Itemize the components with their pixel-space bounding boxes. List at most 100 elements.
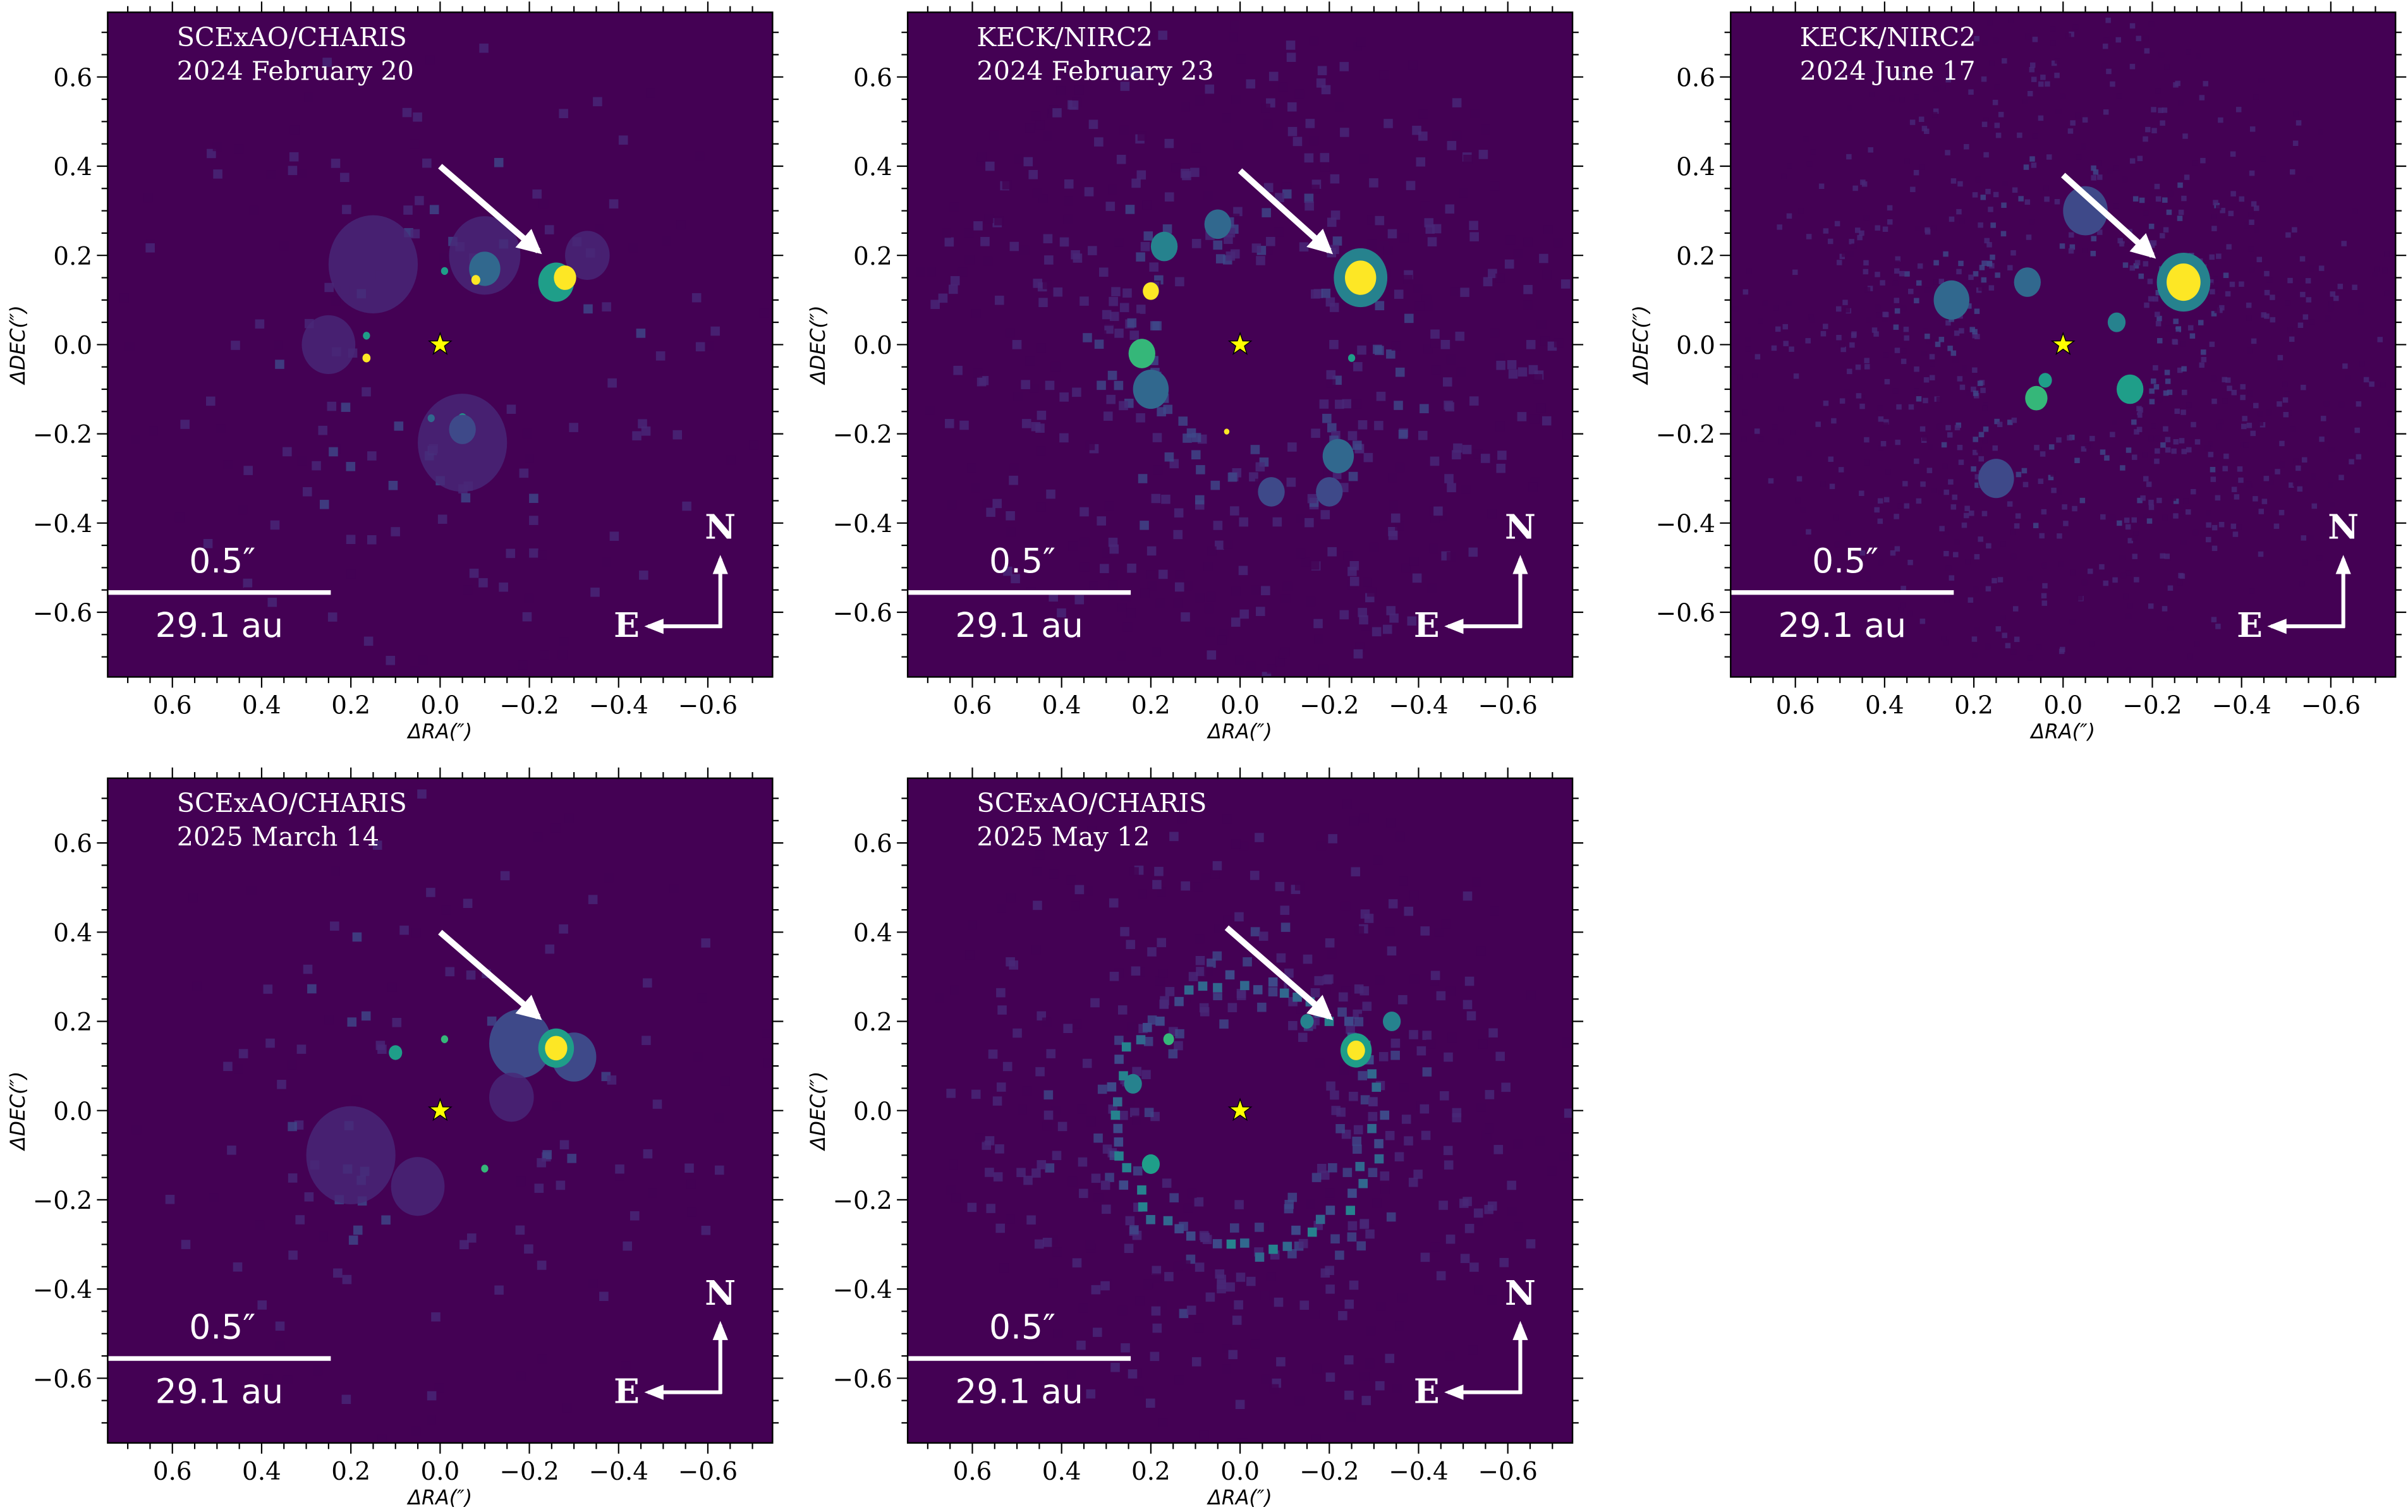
speckle-pixel <box>1286 40 1296 50</box>
speckle-pixel <box>1364 914 1374 923</box>
speckle-pixel <box>1383 246 1393 256</box>
y-axis-label: ΔDEC(″) <box>7 1072 30 1151</box>
speckle-pixel <box>1284 1204 1294 1214</box>
speckle-pixel <box>1230 20 1239 30</box>
speckle-pixel <box>1069 100 1079 110</box>
speckle-pixel <box>479 43 489 53</box>
speckle-pixel <box>1452 130 1462 140</box>
speckle-pixel <box>1395 463 1405 473</box>
speckle-pixel <box>1239 609 1249 619</box>
speckle-pixel <box>695 342 705 352</box>
speckle-pixel <box>1353 362 1363 372</box>
speckle-pixel <box>2058 561 2064 567</box>
speckle-pixel <box>1887 219 1893 225</box>
speckle-pixel <box>2302 457 2308 463</box>
speckle-pixel <box>1432 224 1442 234</box>
speckle-pixel <box>2051 487 2057 493</box>
speckle-pixel <box>2079 497 2086 504</box>
emission-spot <box>449 414 476 444</box>
speckle-pixel <box>1178 416 1188 426</box>
speckle-pixel <box>2302 314 2309 320</box>
speckle-pixel <box>1972 653 1978 658</box>
speckle-pixel <box>935 993 944 1003</box>
speckle-pixel <box>1124 1243 1134 1254</box>
speckle-pixel <box>2067 435 2072 441</box>
speckle-pixel <box>283 1375 293 1384</box>
speckle-pixel <box>2173 513 2179 519</box>
speckle-pixel <box>2149 399 2155 404</box>
speckle-pixel <box>1806 451 1812 457</box>
speckle-pixel <box>1067 1370 1076 1379</box>
speckle-pixel <box>1409 1030 1418 1039</box>
speckle-pixel <box>1995 626 2002 632</box>
speckle-pixel <box>494 1285 504 1295</box>
speckle-pixel <box>2072 505 2077 512</box>
speckle-pixel <box>2211 617 2217 622</box>
speckle-pixel <box>2110 514 2116 521</box>
speckle-pixel <box>2155 321 2162 327</box>
speckle-pixel <box>529 548 538 558</box>
speckle-pixel <box>2134 260 2141 266</box>
speckle-pixel <box>2222 466 2228 471</box>
speckle-pixel <box>2178 572 2184 579</box>
speckle-pixel <box>1141 1070 1151 1079</box>
speckle-pixel <box>1413 1170 1423 1179</box>
speckle-pixel <box>1158 1418 1168 1427</box>
speckle-pixel <box>1863 260 1869 266</box>
speckle-pixel <box>714 1113 724 1123</box>
speckle-pixel <box>1866 576 1871 582</box>
speckle-pixel <box>2162 514 2168 521</box>
speckle-pixel <box>1129 330 1140 340</box>
speckle-pixel <box>1361 1396 1371 1405</box>
speckle-pixel <box>1476 947 1486 956</box>
speckle-pixel <box>1412 126 1421 135</box>
speckle-pixel <box>2041 600 2048 606</box>
speckle-pixel <box>2299 256 2306 262</box>
speckle-pixel <box>275 360 284 369</box>
speckle-pixel <box>1368 1168 1378 1177</box>
x-axis-label: ΔRA(″) <box>1207 721 1272 744</box>
speckle-pixel <box>1894 308 1900 314</box>
speckle-pixel <box>1452 98 1462 107</box>
scale-bar-arcsec-label: 0.5″ <box>1812 541 1878 581</box>
x-tick-label: 0.0 <box>2043 692 2083 720</box>
speckle-pixel <box>1445 1351 1455 1361</box>
speckle-pixel <box>1195 955 1205 965</box>
speckle-pixel <box>2302 559 2308 565</box>
speckle-pixel <box>2249 588 2255 594</box>
speckle-pixel <box>944 237 954 247</box>
speckle-pixel <box>1859 550 1866 556</box>
speckle-pixel <box>1116 154 1126 164</box>
speckle-pixel <box>1022 1086 1032 1096</box>
speckle-pixel <box>529 493 538 504</box>
speckle-pixel <box>1126 608 1136 618</box>
speckle-pixel <box>1474 1285 1483 1295</box>
speckle-pixel <box>1982 40 1988 45</box>
speckle-pixel <box>1982 437 1988 444</box>
speckle-pixel <box>1798 208 1804 214</box>
speckle-pixel <box>1979 265 1985 270</box>
speckle-pixel <box>1562 1037 1572 1048</box>
speckle-pixel <box>2031 162 2037 168</box>
speckle-pixel <box>1052 108 1062 118</box>
speckle-pixel <box>2056 437 2062 443</box>
y-axis-label: ΔDEC(″) <box>7 305 30 385</box>
speckle-pixel <box>1049 869 1059 879</box>
speckle-pixel <box>993 558 1002 568</box>
speckle-pixel <box>2160 233 2165 239</box>
speckle-pixel <box>2056 490 2062 495</box>
speckle-pixel <box>1926 468 1933 473</box>
speckle-pixel <box>1222 814 1232 824</box>
speckle-pixel <box>1114 329 1124 338</box>
speckle-pixel <box>1883 422 1888 428</box>
speckle-pixel <box>1114 380 1124 390</box>
speckle-pixel <box>288 1122 297 1132</box>
speckle-pixel <box>1296 514 1306 523</box>
speckle-pixel <box>985 1136 995 1146</box>
speckle-pixel <box>2010 250 2016 256</box>
speckle-pixel <box>1974 627 1979 632</box>
speckle-pixel <box>2122 176 2128 183</box>
speckle-pixel <box>985 161 995 171</box>
speckle-pixel <box>2070 569 2076 576</box>
